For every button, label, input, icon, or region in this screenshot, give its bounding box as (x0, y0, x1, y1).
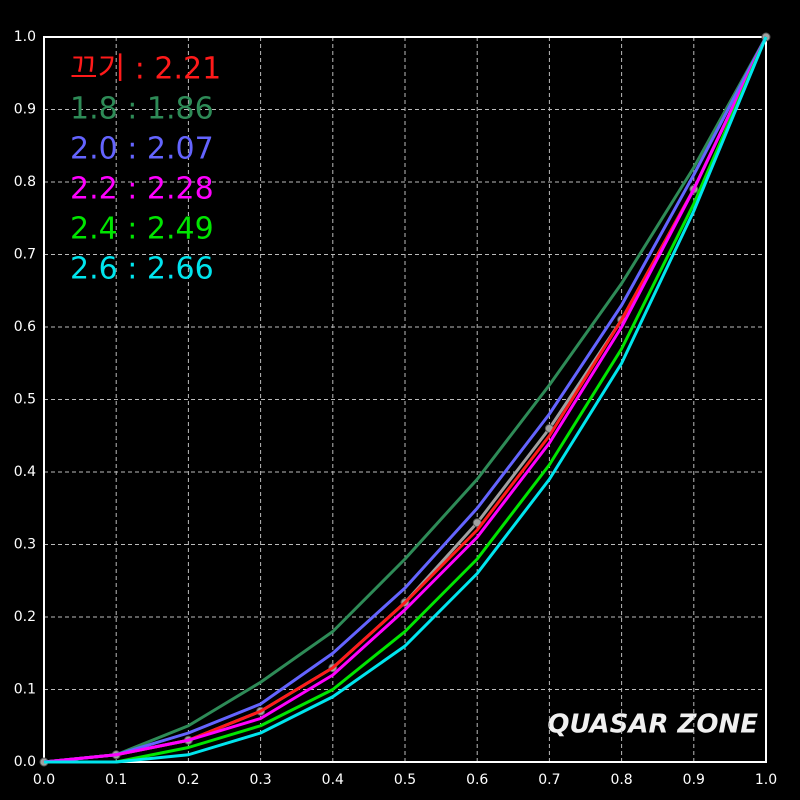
series-line (44, 36, 768, 764)
series-line (43, 36, 768, 764)
y-tick-label: 0.5 (14, 392, 36, 408)
legend-label: 2.0 : 2.07 (70, 132, 214, 167)
x-tick-label: 0.1 (105, 772, 127, 788)
x-tick-label: 0.3 (249, 772, 271, 788)
x-tick-label: 0.8 (610, 772, 632, 788)
y-tick-label: 0.9 (14, 102, 36, 118)
legend-label: 1.8 : 1.86 (70, 92, 214, 127)
y-tick-label: 0.0 (14, 754, 36, 770)
x-tick-label: 0.5 (394, 772, 416, 788)
y-tick-label: 1.0 (14, 29, 36, 45)
x-tick-label: 1.0 (755, 772, 777, 788)
series-line (44, 36, 768, 764)
series-line (43, 36, 768, 764)
y-tick-label: 0.2 (14, 609, 36, 625)
y-tick-label: 0.3 (14, 537, 36, 553)
legend-label: 2.2 : 2.28 (70, 172, 214, 207)
legend-label: 2.6 : 2.66 (70, 252, 214, 287)
y-tick-label: 0.4 (14, 464, 36, 480)
x-tick-label: 0.0 (33, 772, 55, 788)
x-tick-label: 0.6 (466, 772, 488, 788)
y-tick-label: 0.7 (14, 247, 36, 263)
legend-label: 2.4 : 2.49 (70, 212, 214, 247)
y-tick-label: 0.8 (14, 174, 36, 190)
y-tick-label: 0.1 (14, 682, 36, 698)
legend-label: 끄기 : 2.21 (70, 52, 221, 87)
series-line (43, 36, 768, 764)
y-tick-label: 0.6 (14, 319, 36, 335)
plot-frame (43, 36, 767, 763)
x-tick-label: 0.2 (177, 772, 199, 788)
x-tick-label: 0.9 (683, 772, 705, 788)
x-tick-label: 0.4 (322, 772, 344, 788)
x-tick-label: 0.7 (538, 772, 560, 788)
watermark: QUASAR ZONE (547, 710, 758, 740)
